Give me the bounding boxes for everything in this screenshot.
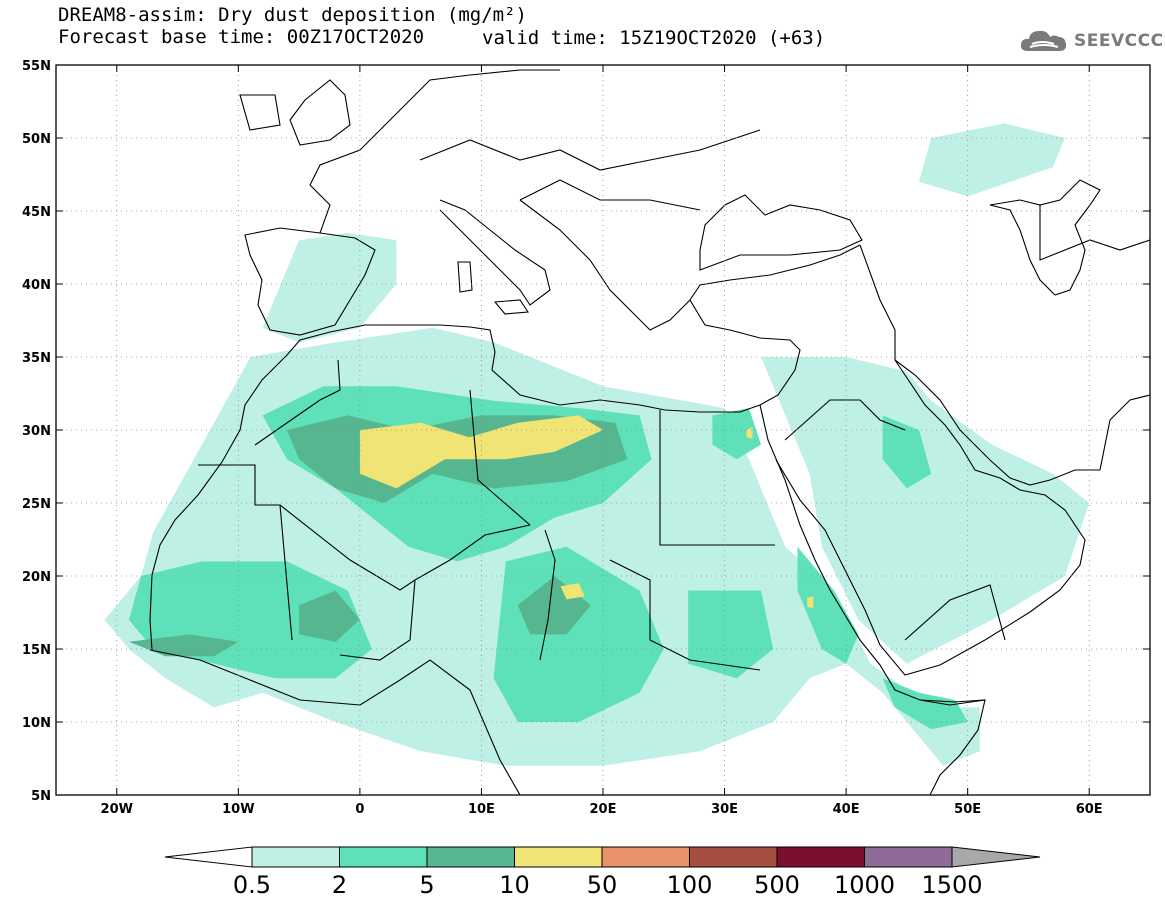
colorbar-under-triangle bbox=[164, 846, 253, 868]
coast-africa-east bbox=[759, 404, 986, 795]
colorbar-swatch bbox=[426, 846, 515, 868]
coast-uk bbox=[289, 79, 351, 146]
lat-tick-label: 50N bbox=[22, 132, 51, 147]
dust-area-level-2 bbox=[299, 590, 360, 642]
colorbar-over-triangle bbox=[951, 846, 1041, 868]
colorbar-swatch bbox=[514, 846, 603, 868]
lon-tick-label: 30E bbox=[711, 802, 738, 817]
dust-area-level-0 bbox=[919, 123, 1065, 197]
map-title: DREAM8-assim: Dry dust deposition (mg/m²… bbox=[58, 4, 527, 26]
lon-tick-label: 60E bbox=[1076, 802, 1103, 817]
dust-area-level-1 bbox=[882, 415, 932, 489]
dust-area-level-3 bbox=[359, 415, 603, 489]
colorbar-swatch bbox=[601, 846, 690, 868]
colorbar-level-label: 50 bbox=[587, 871, 618, 899]
border-arabia-1 bbox=[784, 399, 906, 441]
dust-area-level-3 bbox=[807, 596, 814, 609]
dust-area-level-1 bbox=[688, 590, 774, 679]
lat-tick-label: 40N bbox=[22, 278, 51, 293]
lat-tick-label: 20N bbox=[22, 570, 51, 585]
colorbar-level-label: 5 bbox=[419, 871, 434, 899]
coast-sicily bbox=[493, 299, 529, 315]
lon-tick-label: 10W bbox=[222, 802, 254, 817]
coastlines-borders bbox=[149, 69, 1150, 795]
colorbar-level-label: 1500 bbox=[921, 871, 982, 899]
dust-area-level-1 bbox=[493, 546, 664, 722]
border-sahara-2 bbox=[198, 464, 293, 641]
coast-north-europe bbox=[379, 69, 560, 131]
forecast-base-time: Forecast base time: 00Z17OCT2020 bbox=[58, 26, 425, 48]
colorbar-swatch bbox=[864, 846, 953, 868]
colorbar-level-label: 1000 bbox=[834, 871, 895, 899]
lat-tick-label: 35N bbox=[22, 351, 51, 366]
coast-persian-gulf bbox=[894, 359, 1100, 486]
colorbar-swatch bbox=[339, 846, 428, 868]
lon-tick-label: 20W bbox=[101, 802, 133, 817]
latitude-ticks: 55N 50N 45N 40N 35N 30N 25N 20N 15N 10N 5N bbox=[22, 59, 1150, 804]
longitude-ticks: 20W 10W 0 10E 20E 30E 40E 50E 60E bbox=[101, 65, 1103, 817]
lon-tick-label: 0 bbox=[355, 802, 364, 817]
lat-tick-label: 10N bbox=[22, 716, 51, 731]
coast-horn bbox=[919, 699, 986, 706]
border-west-africa bbox=[149, 649, 361, 706]
coast-ireland bbox=[239, 94, 281, 131]
dust-area-level-0 bbox=[262, 232, 397, 343]
border-algeria-libya bbox=[469, 389, 531, 526]
lat-tick-label: 55N bbox=[22, 59, 51, 74]
coast-sardinia bbox=[457, 261, 473, 293]
coast-balkans bbox=[519, 199, 691, 331]
dust-area-level-0 bbox=[761, 357, 1090, 664]
colorbar: 0.5 2 5 10 50 100 500 1000 1500 bbox=[164, 846, 1041, 899]
coast-france bbox=[309, 129, 381, 234]
border-europe-1 bbox=[419, 129, 761, 171]
border-central-asia bbox=[1039, 205, 1150, 261]
dust-area-level-3 bbox=[560, 583, 585, 600]
coast-africa-northwest bbox=[149, 324, 761, 651]
lat-tick-label: 30N bbox=[22, 424, 51, 439]
border-libya-egypt bbox=[659, 410, 775, 546]
coast-arabia bbox=[775, 359, 1086, 676]
border-chad-sudan bbox=[609, 559, 651, 640]
border-gulf-guinea bbox=[359, 659, 521, 795]
lon-tick-label: 40E bbox=[833, 802, 860, 817]
border-arabia-2 bbox=[904, 584, 1006, 641]
border-sahara-1 bbox=[254, 359, 341, 446]
border-iraq-iran bbox=[859, 244, 896, 360]
lat-tick-label: 45N bbox=[22, 205, 51, 220]
graticule bbox=[56, 64, 1150, 796]
dust-deposition-layer bbox=[104, 123, 1090, 766]
colorbar-swatch bbox=[251, 846, 340, 868]
lon-tick-label: 20E bbox=[590, 802, 617, 817]
coast-caspian bbox=[989, 179, 1101, 296]
border-niger-chad bbox=[539, 529, 556, 661]
lon-tick-label: 10E bbox=[468, 802, 495, 817]
colorbar-level-label: 2 bbox=[332, 871, 347, 899]
colorbar-level-label: 0.5 bbox=[233, 871, 271, 899]
border-pakistan bbox=[1099, 394, 1150, 471]
border-europe-2 bbox=[519, 179, 701, 211]
lat-tick-label: 15N bbox=[22, 643, 51, 658]
colorbar-swatch bbox=[776, 846, 865, 868]
logo-text: SEEVCCC bbox=[1074, 31, 1164, 51]
coast-italy bbox=[439, 199, 551, 306]
cloud-icon bbox=[1020, 30, 1067, 51]
lat-tick-label: 5N bbox=[31, 789, 51, 804]
seevccc-logo: SEEVCCC bbox=[1018, 26, 1164, 56]
lat-tick-label: 25N bbox=[22, 497, 51, 512]
colorbar-swatch bbox=[689, 846, 778, 868]
valid-time: valid time: 15Z19OCT2020 (+63) bbox=[482, 27, 826, 49]
dust-area-level-1 bbox=[797, 546, 859, 664]
border-mali-niger bbox=[339, 579, 416, 661]
lon-tick-label: 50E bbox=[954, 802, 981, 817]
colorbar-level-label: 500 bbox=[754, 871, 800, 899]
coast-levant-turkey bbox=[689, 244, 861, 406]
colorbar-level-label: 10 bbox=[499, 871, 530, 899]
dust-area-level-3 bbox=[746, 427, 753, 439]
border-sudan-south bbox=[649, 639, 761, 671]
dust-area-level-1 bbox=[882, 678, 968, 730]
coast-black-sea bbox=[699, 194, 863, 271]
colorbar-level-label: 100 bbox=[667, 871, 713, 899]
